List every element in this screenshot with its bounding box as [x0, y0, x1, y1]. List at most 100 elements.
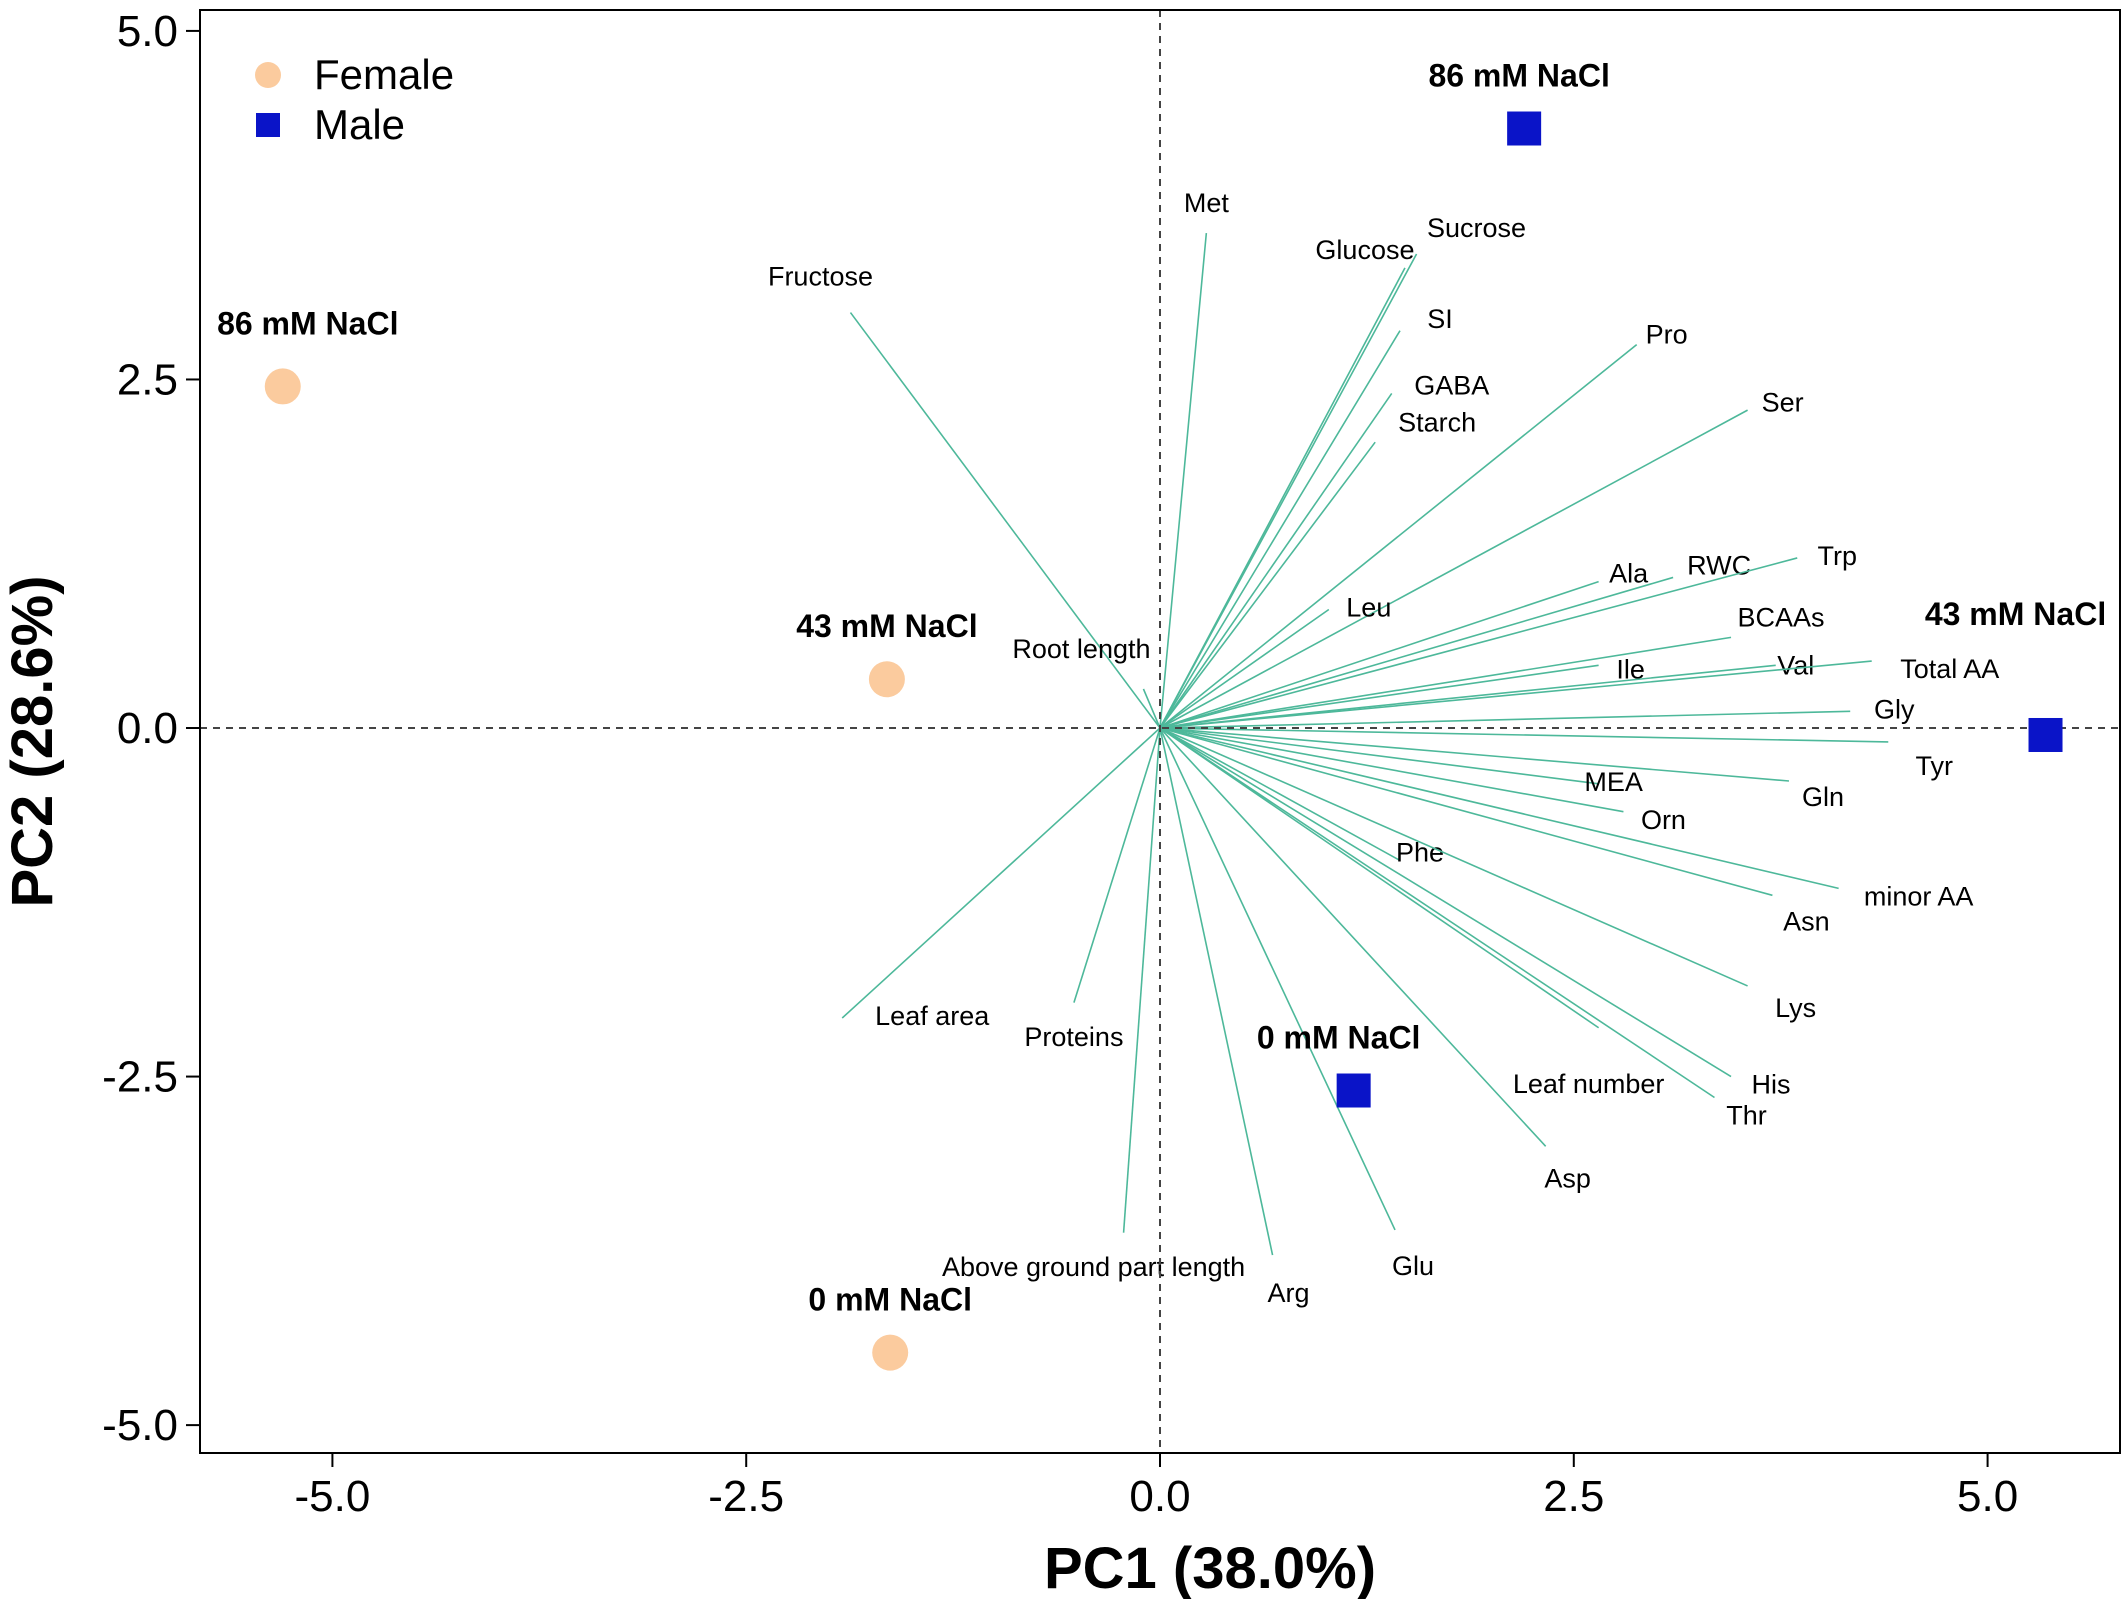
- loading-line: [1159, 232, 1208, 729]
- loading-line: [1122, 727, 1161, 1233]
- loading-line: [1159, 727, 1396, 1231]
- loading-line: [1159, 664, 1776, 729]
- loading-line: [1159, 727, 1839, 890]
- female-point: [872, 1334, 909, 1371]
- loading-label: GABA: [1414, 371, 1489, 401]
- loading-line: [1159, 343, 1638, 729]
- female-point: [264, 368, 301, 405]
- male-point: [1336, 1073, 1371, 1108]
- loading-line: [1159, 727, 1889, 743]
- male-point: [2028, 717, 2063, 752]
- loading-label: Trp: [1817, 541, 1857, 571]
- loading-label: Ala: [1609, 559, 1649, 589]
- loading-label: Tyr: [1916, 751, 1954, 781]
- loading-label: BCAAs: [1738, 603, 1825, 633]
- loading-label: Pro: [1646, 320, 1688, 350]
- loading-label: SI: [1427, 304, 1453, 334]
- point-label: 43 mM NaCl: [1925, 596, 2106, 632]
- x-axis-title: PC1 (38.0%): [1044, 1536, 1376, 1599]
- loading-label: Total AA: [1900, 654, 1999, 684]
- loading-vectors: Met Glucose Sucrose Fructose SI GABA Starch Pro…: [768, 188, 1999, 1308]
- loading-label: MEA: [1584, 767, 1643, 797]
- loading-line: [1159, 727, 1732, 1078]
- loading-line: [1159, 636, 1732, 729]
- loading-line: [1159, 727, 1274, 1256]
- loading-label: Asn: [1783, 906, 1830, 936]
- loading-line: [1159, 727, 1401, 862]
- loading-label: Thr: [1726, 1101, 1767, 1131]
- loading-line: [1159, 441, 1376, 729]
- y-axis-title: PC2 (28.6%): [0, 575, 65, 907]
- loading-label: Gly: [1874, 694, 1915, 724]
- loading-label: Orn: [1641, 805, 1686, 835]
- loading-label: Root length: [1012, 634, 1150, 664]
- point-label: 86 mM NaCl: [1428, 58, 1609, 94]
- loading-label: RWC: [1687, 551, 1751, 581]
- loading-label: Glu: [1392, 1251, 1434, 1281]
- point-label: 0 mM NaCl: [808, 1282, 972, 1318]
- score-points: 86 mM NaCl 43 mM NaCl 0 mM NaCl 86 mM NaCl 4…: [217, 58, 2106, 1371]
- loading-line: [1159, 253, 1418, 729]
- loading-label: Proteins: [1024, 1022, 1123, 1052]
- loading-line: [1159, 727, 1600, 1029]
- y-tick-label: -5.0: [102, 1401, 178, 1450]
- reference-lines: [200, 10, 2120, 1453]
- loading-line: [1159, 580, 1599, 729]
- loading-label: Asp: [1544, 1163, 1591, 1193]
- loading-line: [841, 727, 1161, 1019]
- loading-label: Fructose: [768, 262, 873, 292]
- point-label: 0 mM NaCl: [1257, 1020, 1421, 1056]
- loading-line: [1073, 727, 1161, 1003]
- loading-line: [1159, 727, 1773, 897]
- x-tick-label: -2.5: [708, 1472, 784, 1521]
- loading-line: [1142, 688, 1161, 729]
- loading-line: [1159, 727, 1715, 1099]
- loading-label: Leaf area: [875, 1001, 990, 1031]
- loading-line: [1159, 710, 1851, 729]
- female-point: [868, 661, 905, 698]
- loading-line: [1159, 330, 1401, 729]
- y-tick-label: -2.5: [102, 1053, 178, 1102]
- loading-label: Arg: [1268, 1278, 1310, 1308]
- loading-label: Gln: [1802, 782, 1844, 812]
- loading-line: [1159, 409, 1748, 729]
- loading-line: [1159, 727, 1748, 987]
- legend-label: Male: [314, 101, 405, 148]
- legend-label: Female: [314, 51, 454, 98]
- loading-line: [1159, 727, 1624, 813]
- loading-label: Glucose: [1315, 235, 1414, 265]
- y-tick-label: 0.0: [117, 704, 178, 753]
- x-tick-label: 2.5: [1543, 1472, 1604, 1521]
- legend-male-marker: [256, 113, 280, 137]
- point-label: 86 mM NaCl: [217, 305, 398, 341]
- x-tick-label: -5.0: [294, 1472, 370, 1521]
- y-tick-label: 2.5: [117, 355, 178, 404]
- loading-line: [1159, 608, 1330, 729]
- loading-line: [1159, 664, 1599, 729]
- point-label: 43 mM NaCl: [796, 608, 977, 644]
- loading-line: [1159, 727, 1599, 785]
- loading-label: Sucrose: [1427, 213, 1526, 243]
- loading-label: Met: [1184, 188, 1230, 218]
- loading-line: [849, 312, 1161, 729]
- x-tick-label: 5.0: [1957, 1472, 2018, 1521]
- x-tick-label: 0.0: [1129, 1472, 1190, 1521]
- loading-label: Leu: [1346, 593, 1391, 623]
- y-tick-label: 5.0: [117, 7, 178, 56]
- legend-female-marker: [255, 62, 281, 88]
- loading-line: [1159, 727, 1790, 782]
- loading-line: [1159, 392, 1393, 729]
- male-point: [1507, 111, 1542, 146]
- loading-label: Ser: [1762, 387, 1804, 417]
- loading-line: [1159, 727, 1547, 1147]
- loading-label: Lys: [1775, 993, 1816, 1023]
- loading-label: Leaf number: [1513, 1069, 1665, 1099]
- loading-label: Above ground part length: [942, 1252, 1245, 1282]
- loading-label: His: [1752, 1070, 1791, 1100]
- loading-label: Val: [1777, 650, 1814, 680]
- loading-line: [1159, 576, 1674, 729]
- loading-line: [1159, 660, 1872, 729]
